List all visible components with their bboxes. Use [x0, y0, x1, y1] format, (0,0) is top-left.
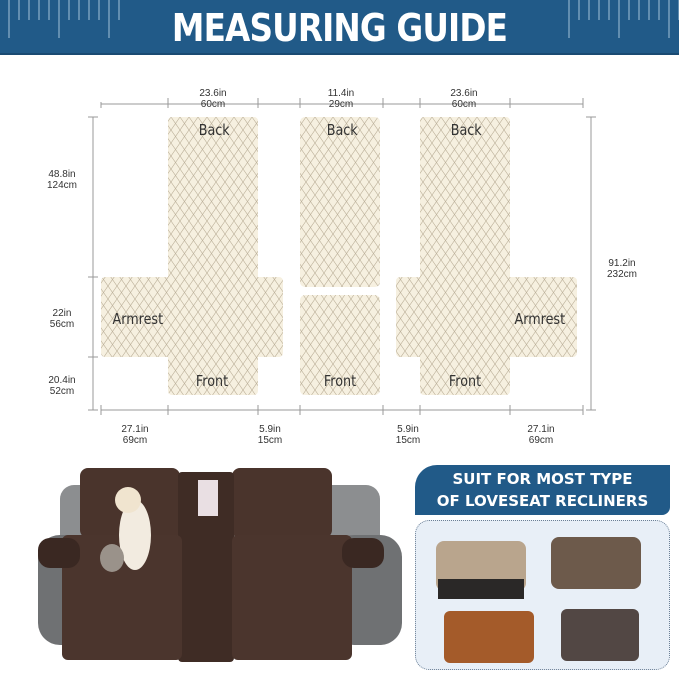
sofa-with-cover-image — [38, 468, 402, 662]
label-front-middle: Front — [323, 372, 357, 390]
console-back-cover — [300, 117, 380, 287]
label-armrest-left: Armrest — [112, 310, 164, 328]
dim-left-3: 20.4in 52cm — [48, 375, 76, 397]
dim-right: 91.2in 232cm — [606, 258, 637, 280]
label-back-right: Back — [450, 121, 482, 139]
label-armrest-right: Armrest — [514, 310, 566, 328]
left-seat-cover — [101, 117, 283, 395]
page-title: MEASURING GUIDE — [171, 6, 508, 50]
dim-top-3: 23.6in 60cm — [450, 88, 478, 110]
dim-bottom-4: 27.1in 69cm — [527, 424, 555, 446]
dim-bottom-2: 5.9in 15cm — [257, 424, 283, 446]
right-seat-cover — [396, 117, 577, 395]
ruler-decoration — [8, 0, 120, 38]
recliner-examples-image — [436, 537, 641, 663]
compatibility-banner: SUIT FOR MOST TYPE OF LOVESEAT RECLINERS — [415, 465, 670, 515]
dim-bottom-3: 5.9in 15cm — [395, 424, 421, 446]
dim-bottom-1: 27.1in 69cm — [121, 424, 149, 446]
dim-top-2: 11.4in 29cm — [327, 88, 355, 110]
header-banner — [0, 0, 679, 55]
label-front-right: Front — [448, 372, 482, 390]
dim-top-1: 23.6in 60cm — [199, 88, 227, 110]
label-back-middle: Back — [326, 121, 358, 139]
label-back-left: Back — [198, 121, 230, 139]
dim-left-2: 22in 56cm — [49, 308, 75, 330]
measuring-diagram — [88, 98, 596, 415]
compatible-recliners-panel — [415, 520, 670, 670]
console-front-cover — [300, 295, 380, 395]
cover-pieces — [101, 117, 577, 395]
label-front-left: Front — [195, 372, 229, 390]
dimension-lines — [88, 98, 596, 415]
ruler-decoration — [568, 0, 679, 38]
dim-left-1: 48.8in 124cm — [46, 169, 77, 191]
